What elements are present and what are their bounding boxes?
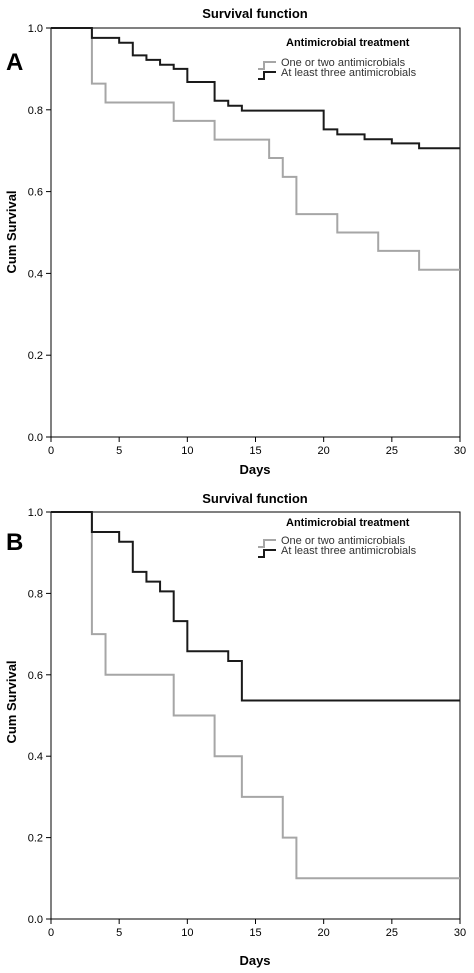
x-tick-label-b-5: 25 bbox=[386, 927, 398, 939]
x-tick-label-a-4: 20 bbox=[318, 445, 330, 457]
panel-label-b: B bbox=[6, 529, 23, 556]
plot-area-a: 0 5 10 15 20 25 30 0.0 0.2 0.4 0.6 0.8 1.0 bbox=[28, 23, 466, 457]
x-tick-label-b-0: 0 bbox=[48, 927, 54, 939]
y-tick-label-b-2: 0.4 bbox=[28, 751, 43, 763]
y-tick-label-a-2: 0.4 bbox=[28, 268, 43, 280]
y-axis-label-b: Cum Survival bbox=[4, 660, 19, 743]
legend-swatch-one-or-two-a bbox=[258, 61, 276, 70]
y-tick-label-a-4: 0.8 bbox=[28, 105, 43, 117]
survival-curve-a-one-or-two bbox=[51, 27, 460, 271]
legend-swatch-three-plus-a bbox=[258, 71, 276, 80]
x-tick-label-b-4: 20 bbox=[318, 927, 330, 939]
plot-frame-b bbox=[50, 511, 461, 920]
survival-chart-panel-a: A Survival function 0 5 10 15 20 25 30 0.0 0.2 0.… bbox=[0, 0, 474, 484]
x-tick-label-b-2: 10 bbox=[181, 927, 193, 939]
legend-entry-three-plus-a: At least three antimicrobials bbox=[281, 67, 417, 79]
survival-chart-a-svg: A Survival function 0 5 10 15 20 25 30 0.0 0.2 0.… bbox=[4, 6, 466, 477]
x-tick-label-b-1: 5 bbox=[116, 927, 122, 939]
y-axis-label-a: Cum Survival bbox=[4, 190, 19, 273]
x-tick-label-a-2: 10 bbox=[181, 445, 193, 457]
y-tick-label-b-5: 1.0 bbox=[28, 507, 43, 519]
plot-frame-a bbox=[50, 27, 461, 438]
x-tick-label-b-6: 30 bbox=[454, 927, 466, 939]
y-tick-label-a-3: 0.6 bbox=[28, 187, 43, 199]
panel-label-a: A bbox=[6, 49, 23, 76]
legend-entry-one-or-two-a: One or two antimicrobials bbox=[281, 57, 406, 69]
x-axis-label-b: Days bbox=[239, 953, 270, 968]
plot-area-b: 0 5 10 15 20 25 30 0.0 0.2 0.4 0.6 0.8 1.0 bbox=[28, 507, 466, 939]
survival-curve-a-three-plus bbox=[51, 27, 460, 150]
survival-curve-b-three-plus bbox=[51, 511, 460, 702]
y-tick-label-b-0: 0.0 bbox=[28, 914, 43, 926]
chart-title-b: Survival function bbox=[202, 491, 308, 506]
x-tick-label-a-5: 25 bbox=[386, 445, 398, 457]
survival-chart-panel-b: B Survival function 0 5 10 15 20 25 30 0.0 0.2 0.… bbox=[0, 484, 474, 968]
y-tick-label-a-0: 0.0 bbox=[28, 432, 43, 444]
chart-title-a: Survival function bbox=[202, 6, 308, 21]
legend-entry-one-or-two-b: One or two antimicrobials bbox=[281, 535, 406, 547]
x-axis-label-a: Days bbox=[239, 462, 270, 477]
x-tick-label-b-3: 15 bbox=[249, 927, 261, 939]
survival-curve-b-one-or-two bbox=[51, 511, 460, 880]
legend-title-b: Antimicrobial treatment bbox=[286, 517, 410, 529]
legend-entry-three-plus-b: At least three antimicrobials bbox=[281, 545, 417, 557]
x-tick-label-a-0: 0 bbox=[48, 445, 54, 457]
y-tick-label-a-1: 0.2 bbox=[28, 350, 43, 362]
y-tick-label-b-1: 0.2 bbox=[28, 833, 43, 845]
x-tick-label-a-3: 15 bbox=[249, 445, 261, 457]
x-tick-label-a-6: 30 bbox=[454, 445, 466, 457]
legend-b: Antimicrobial treatment One or two antim… bbox=[258, 517, 417, 558]
y-tick-label-b-4: 0.8 bbox=[28, 588, 43, 600]
legend-swatch-one-or-two-b bbox=[258, 539, 276, 548]
legend-swatch-three-plus-b bbox=[258, 549, 276, 558]
survival-chart-b-svg: B Survival function 0 5 10 15 20 25 30 0.0 0.2 0.… bbox=[4, 491, 466, 968]
legend-a: Antimicrobial treatment One or two antim… bbox=[258, 37, 417, 80]
y-tick-label-a-5: 1.0 bbox=[28, 23, 43, 35]
y-tick-label-b-3: 0.6 bbox=[28, 670, 43, 682]
legend-title-a: Antimicrobial treatment bbox=[286, 37, 410, 49]
x-tick-label-a-1: 5 bbox=[116, 445, 122, 457]
